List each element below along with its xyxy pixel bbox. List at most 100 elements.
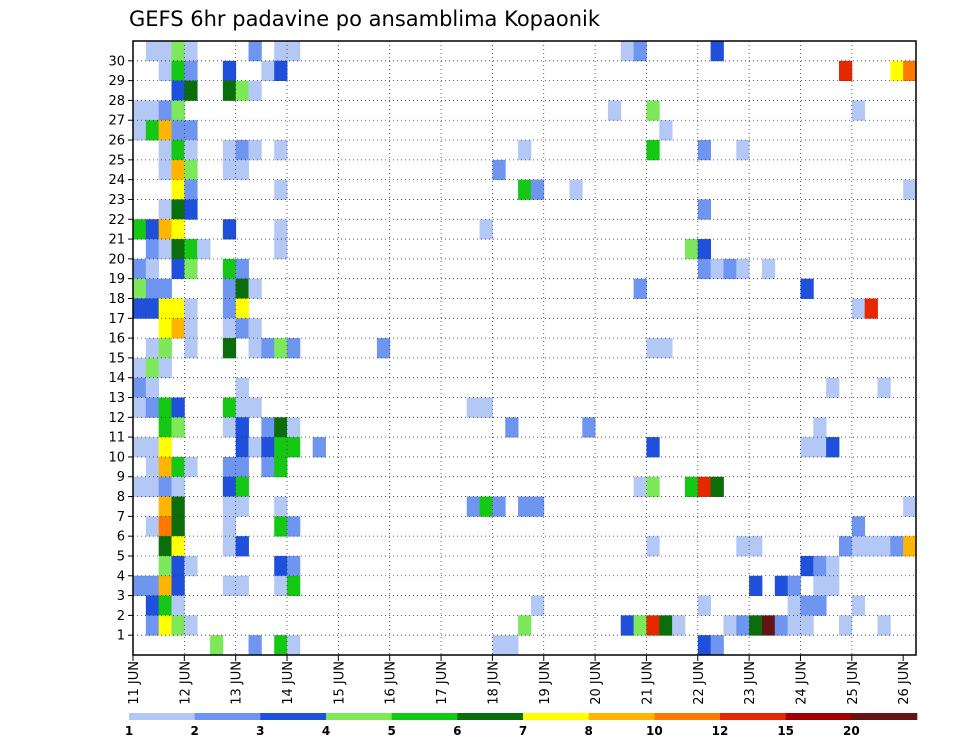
heatmap-cell [235, 496, 249, 517]
heatmap-cell [672, 615, 686, 636]
heatmap-cell [158, 456, 172, 478]
heatmap-cell [813, 555, 827, 577]
heatmap-cell [145, 615, 160, 636]
heatmap-cell [646, 476, 660, 497]
heatmap-cell [646, 437, 660, 458]
heatmap-cell [749, 536, 763, 557]
heatmap-cells [133, 41, 917, 656]
heatmap-cell [761, 258, 776, 280]
heatmap-cell [479, 219, 493, 240]
heatmap-cell [222, 140, 237, 161]
heatmap-cell [479, 397, 493, 418]
heatmap-cell [133, 100, 147, 121]
heatmap-cell [171, 298, 185, 319]
colorbar-label: 1 [125, 724, 133, 738]
heatmap-cell [171, 417, 185, 438]
heatmap-cell [158, 239, 172, 260]
heatmap-cell [710, 635, 724, 656]
x-tick-label: 25 JUN [846, 661, 861, 705]
colorbar-segment [391, 713, 458, 720]
heatmap-cell [274, 219, 288, 240]
heatmap-cell [222, 80, 237, 101]
heatmap-cell [274, 338, 288, 359]
colorbar-segment [457, 713, 524, 720]
heatmap-cell [826, 575, 840, 596]
heatmap-cell [184, 120, 198, 141]
x-tick-label: 21 JUN [640, 661, 655, 705]
chart-title: GEFS 6hr padavine po ansamblima Kopaonik [129, 7, 601, 31]
heatmap-cell [646, 140, 660, 161]
heatmap-cell [530, 179, 545, 200]
heatmap-cell [710, 41, 724, 62]
heatmap-cell [800, 278, 814, 299]
heatmap-cell [145, 338, 160, 359]
colorbar-segment [194, 713, 261, 720]
heatmap-cell [145, 278, 160, 299]
heatmap-cell [197, 239, 211, 260]
heatmap-cell [659, 120, 673, 141]
y-tick-label: 27 [108, 114, 125, 129]
heatmap-cell [492, 496, 506, 517]
heatmap-cell [158, 496, 172, 517]
heatmap-cell [184, 60, 198, 82]
heatmap-cell [171, 41, 185, 62]
heatmap-cell [838, 536, 853, 557]
heatmap-cell [235, 437, 249, 458]
heatmap-cell [222, 456, 237, 478]
heatmap-cell [697, 635, 712, 656]
heatmap-cell [274, 575, 288, 596]
heatmap-cell [145, 298, 160, 319]
colorbar-label: 2 [190, 724, 198, 738]
heatmap-cell [800, 615, 814, 636]
heatmap-cell [145, 120, 160, 141]
heatmap-cell [145, 456, 160, 478]
heatmap-cell [851, 595, 866, 616]
heatmap-cell [248, 437, 262, 458]
heatmap-cell [736, 258, 750, 280]
y-tick-label: 24 [108, 173, 125, 188]
heatmap-cell [274, 437, 288, 458]
heatmap-cell [158, 615, 172, 636]
y-tick-label: 12 [108, 411, 125, 426]
y-axis-ticks: 1234567891011121314151617181920212223242… [108, 54, 133, 644]
y-tick-label: 22 [108, 213, 125, 228]
heatmap-cell [145, 516, 160, 537]
heatmap-cell [787, 575, 801, 596]
colorbar-label: 15 [777, 724, 794, 738]
colorbar-label: 6 [453, 724, 461, 738]
heatmap-cell [145, 377, 160, 398]
heatmap-cell [697, 595, 712, 616]
heatmap-cell [184, 239, 198, 260]
heatmap-cell [851, 298, 866, 319]
heatmap-cell [274, 635, 288, 656]
heatmap-cell [133, 258, 147, 280]
y-tick-label: 28 [108, 94, 125, 109]
heatmap-cell [787, 595, 801, 616]
y-tick-label: 9 [117, 470, 125, 485]
heatmap-cell [235, 456, 249, 478]
heatmap-cell [235, 278, 249, 299]
colorbar-label: 4 [322, 724, 330, 738]
x-tick-label: 18 JUN [486, 661, 501, 705]
heatmap-cell [158, 575, 172, 596]
heatmap-cell [518, 179, 532, 200]
heatmap-cell [145, 239, 160, 260]
heatmap-cell [261, 60, 275, 82]
heatmap-cell [633, 278, 647, 299]
heatmap-cell [222, 417, 237, 438]
heatmap-cell [684, 239, 699, 260]
y-tick-label: 7 [117, 510, 125, 525]
heatmap-cell [261, 417, 275, 438]
heatmap-cell [222, 159, 237, 181]
heatmap-cell [607, 100, 622, 121]
heatmap-cell [171, 100, 185, 121]
heatmap-cell [145, 41, 160, 62]
x-tick-label: 19 JUN [538, 661, 553, 705]
heatmap-cell [736, 615, 750, 636]
heatmap-cell [877, 615, 891, 636]
heatmap-cell [261, 437, 275, 458]
heatmap-cell [838, 615, 853, 636]
heatmap-cell [158, 199, 172, 220]
heatmap-cell [158, 60, 172, 82]
heatmap-cell [633, 615, 647, 636]
